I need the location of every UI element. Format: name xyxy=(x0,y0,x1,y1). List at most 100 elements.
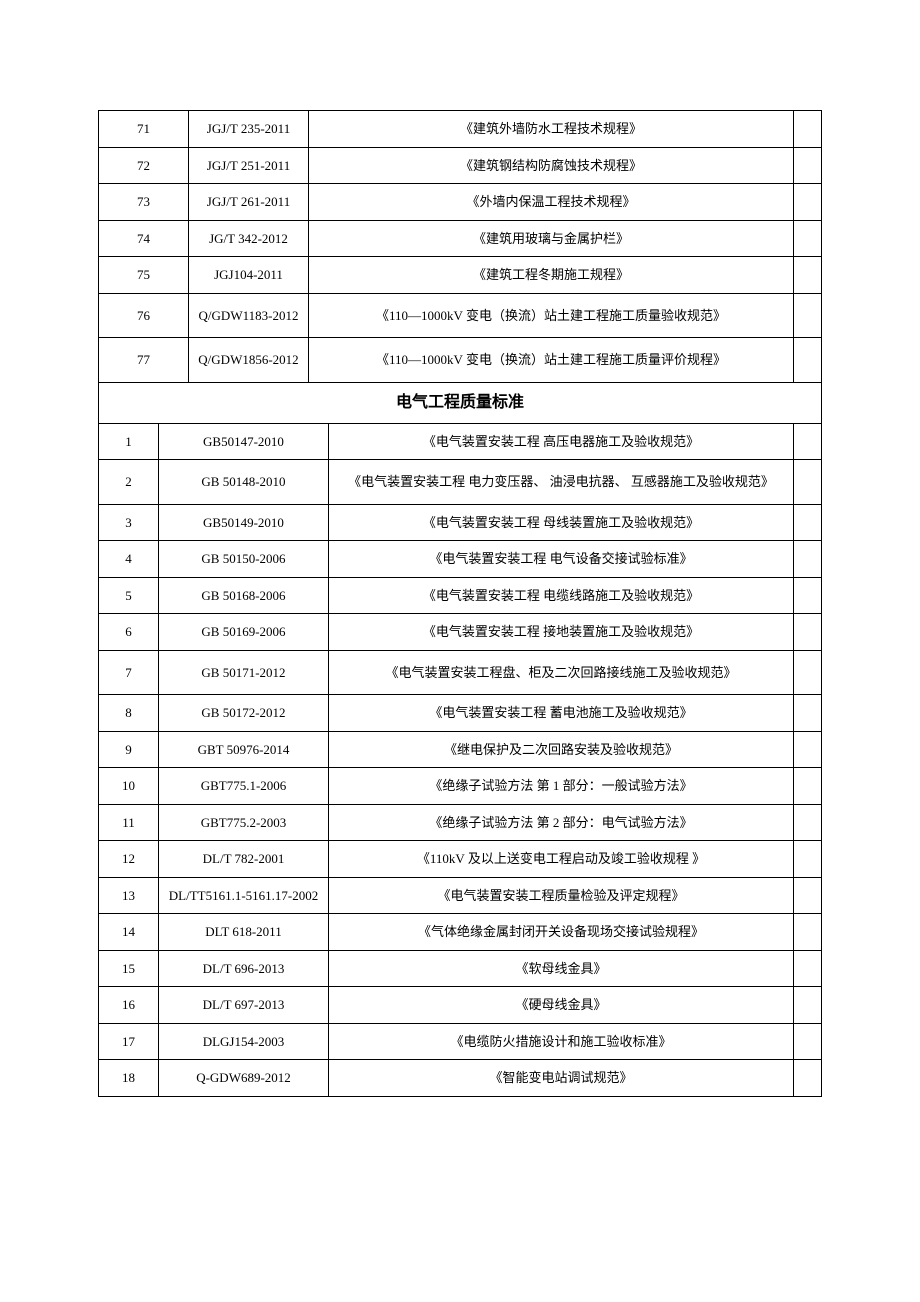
table-row: 11GBT775.2-2003《绝缘子试验方法 第 2 部分：电气试验方法》 xyxy=(99,804,822,841)
standard-title: 《电缆防火措施设计和施工验收标准》 xyxy=(329,1023,794,1060)
table-row: 12DL/T 782-2001《110kV 及以上送变电工程启动及竣工验收规程 … xyxy=(99,841,822,878)
row-number: 18 xyxy=(99,1060,159,1097)
standard-code: GB50147-2010 xyxy=(159,423,329,460)
blank-cell xyxy=(794,731,822,768)
row-number: 14 xyxy=(99,914,159,951)
standard-title: 《电气装置安装工程 母线装置施工及验收规范》 xyxy=(329,504,794,541)
blank-cell xyxy=(794,541,822,578)
row-number: 73 xyxy=(99,184,189,221)
standard-code: GB 50171-2012 xyxy=(159,650,329,695)
table-row: 73JGJ/T 261-2011《外墙内保温工程技术规程》 xyxy=(99,184,822,221)
standard-code: GB 50148-2010 xyxy=(159,460,329,505)
row-number: 6 xyxy=(99,614,159,651)
row-number: 8 xyxy=(99,695,159,732)
row-number: 11 xyxy=(99,804,159,841)
standard-title: 《软母线金具》 xyxy=(329,950,794,987)
standard-code: DL/T 697-2013 xyxy=(159,987,329,1024)
blank-cell xyxy=(794,257,822,294)
standard-title: 《硬母线金具》 xyxy=(329,987,794,1024)
blank-cell xyxy=(794,1060,822,1097)
standard-code: Q/GDW1183-2012 xyxy=(189,293,309,338)
standard-code: JGJ104-2011 xyxy=(189,257,309,294)
standard-title: 《外墙内保温工程技术规程》 xyxy=(309,184,794,221)
row-number: 76 xyxy=(99,293,189,338)
standards-table-b: 1GB50147-2010《电气装置安装工程 高压电器施工及验收规范》2GB 5… xyxy=(98,423,822,1097)
blank-cell xyxy=(794,768,822,805)
blank-cell xyxy=(794,460,822,505)
blank-cell xyxy=(794,877,822,914)
blank-cell xyxy=(794,950,822,987)
row-number: 10 xyxy=(99,768,159,805)
standard-title: 《建筑外墙防水工程技术规程》 xyxy=(309,111,794,148)
standard-title: 《气体绝缘金属封闭开关设备现场交接试验规程》 xyxy=(329,914,794,951)
standard-title: 《电气装置安装工程 电力变压器、 油浸电抗器、 互感器施工及验收规范》 xyxy=(329,460,794,505)
table-row: 10GBT775.1-2006《绝缘子试验方法 第 1 部分：一般试验方法》 xyxy=(99,768,822,805)
row-number: 77 xyxy=(99,338,189,383)
row-number: 15 xyxy=(99,950,159,987)
row-number: 7 xyxy=(99,650,159,695)
standard-code: JGJ/T 251-2011 xyxy=(189,147,309,184)
standard-code: GBT775.1-2006 xyxy=(159,768,329,805)
row-number: 1 xyxy=(99,423,159,460)
standard-title: 《110kV 及以上送变电工程启动及竣工验收规程 》 xyxy=(329,841,794,878)
row-number: 74 xyxy=(99,220,189,257)
table-row: 72JGJ/T 251-2011《建筑钢结构防腐蚀技术规程》 xyxy=(99,147,822,184)
blank-cell xyxy=(794,111,822,148)
standard-title: 《绝缘子试验方法 第 1 部分：一般试验方法》 xyxy=(329,768,794,805)
table-row: 2GB 50148-2010《电气装置安装工程 电力变压器、 油浸电抗器、 互感… xyxy=(99,460,822,505)
standard-code: JG/T 342-2012 xyxy=(189,220,309,257)
standard-code: DL/T 782-2001 xyxy=(159,841,329,878)
table-row: 6GB 50169-2006《电气装置安装工程 接地装置施工及验收规范》 xyxy=(99,614,822,651)
table-row: 4GB 50150-2006《电气装置安装工程 电气设备交接试验标准》 xyxy=(99,541,822,578)
standard-title: 《110—1000kV 变电（换流）站土建工程施工质量验收规范》 xyxy=(309,293,794,338)
blank-cell xyxy=(794,650,822,695)
row-number: 13 xyxy=(99,877,159,914)
blank-cell xyxy=(794,841,822,878)
standard-title: 《电气装置安装工程盘、柜及二次回路接线施工及验收规范》 xyxy=(329,650,794,695)
document-page: 71JGJ/T 235-2011《建筑外墙防水工程技术规程》72JGJ/T 25… xyxy=(0,0,920,1177)
standard-code: DL/T 696-2013 xyxy=(159,950,329,987)
table-row: 17DLGJ154-2003《电缆防火措施设计和施工验收标准》 xyxy=(99,1023,822,1060)
standard-title: 《继电保护及二次回路安装及验收规范》 xyxy=(329,731,794,768)
standard-code: JGJ/T 261-2011 xyxy=(189,184,309,221)
standard-title: 《绝缘子试验方法 第 2 部分：电气试验方法》 xyxy=(329,804,794,841)
row-number: 4 xyxy=(99,541,159,578)
row-number: 2 xyxy=(99,460,159,505)
blank-cell xyxy=(794,577,822,614)
standard-title: 《电气装置安装工程 电气设备交接试验标准》 xyxy=(329,541,794,578)
blank-cell xyxy=(794,423,822,460)
table-row: 16DL/T 697-2013《硬母线金具》 xyxy=(99,987,822,1024)
standard-code: GB 50150-2006 xyxy=(159,541,329,578)
blank-cell xyxy=(794,1023,822,1060)
blank-cell xyxy=(794,184,822,221)
standard-title: 《智能变电站调试规范》 xyxy=(329,1060,794,1097)
table-row: 5GB 50168-2006《电气装置安装工程 电缆线路施工及验收规范》 xyxy=(99,577,822,614)
blank-cell xyxy=(794,504,822,541)
blank-cell xyxy=(794,293,822,338)
standard-title: 《建筑钢结构防腐蚀技术规程》 xyxy=(309,147,794,184)
row-number: 75 xyxy=(99,257,189,294)
row-number: 72 xyxy=(99,147,189,184)
table-row: 15DL/T 696-2013《软母线金具》 xyxy=(99,950,822,987)
standard-code: DLT 618-2011 xyxy=(159,914,329,951)
standard-title: 《电气装置安装工程 电缆线路施工及验收规范》 xyxy=(329,577,794,614)
standard-title: 《110—1000kV 变电（换流）站土建工程施工质量评价规程》 xyxy=(309,338,794,383)
standard-title: 《建筑工程冬期施工规程》 xyxy=(309,257,794,294)
table-row: 77Q/GDW1856-2012《110—1000kV 变电（换流）站土建工程施… xyxy=(99,338,822,383)
table-row: 14DLT 618-2011《气体绝缘金属封闭开关设备现场交接试验规程》 xyxy=(99,914,822,951)
row-number: 3 xyxy=(99,504,159,541)
table-row: 3GB50149-2010《电气装置安装工程 母线装置施工及验收规范》 xyxy=(99,504,822,541)
blank-cell xyxy=(794,338,822,383)
row-number: 5 xyxy=(99,577,159,614)
standard-code: GB 50168-2006 xyxy=(159,577,329,614)
table-row: 9GBT 50976-2014《继电保护及二次回路安装及验收规范》 xyxy=(99,731,822,768)
blank-cell xyxy=(794,695,822,732)
standards-table: 71JGJ/T 235-2011《建筑外墙防水工程技术规程》72JGJ/T 25… xyxy=(98,110,822,424)
table-row: 71JGJ/T 235-2011《建筑外墙防水工程技术规程》 xyxy=(99,111,822,148)
table-row: 8GB 50172-2012《电气装置安装工程 蓄电池施工及验收规范》 xyxy=(99,695,822,732)
standard-code: GB 50172-2012 xyxy=(159,695,329,732)
table-row: 13DL/TT5161.1-5161.17-2002《电气装置安装工程质量检验及… xyxy=(99,877,822,914)
table-row: 18Q-GDW689-2012《智能变电站调试规范》 xyxy=(99,1060,822,1097)
standard-code: JGJ/T 235-2011 xyxy=(189,111,309,148)
standard-title: 《电气装置安装工程 接地装置施工及验收规范》 xyxy=(329,614,794,651)
